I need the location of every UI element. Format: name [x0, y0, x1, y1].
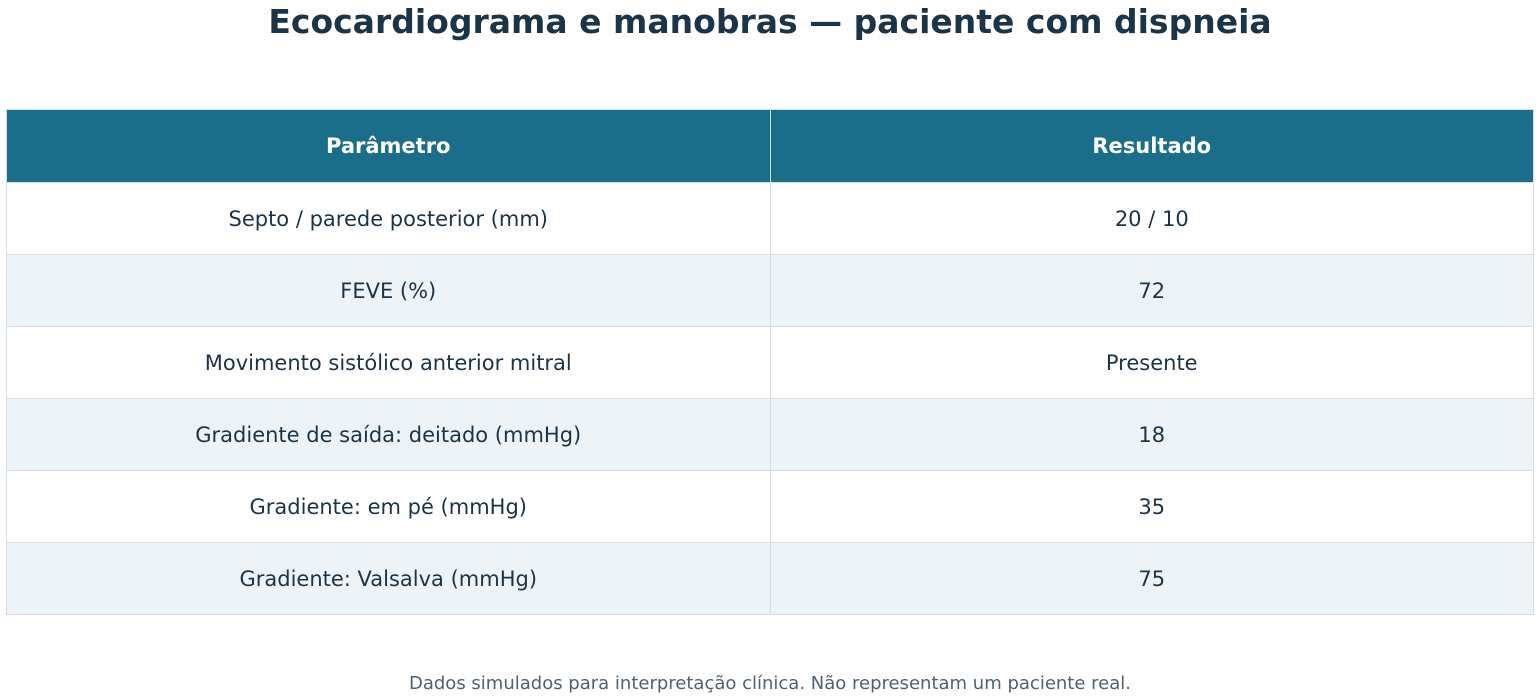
result-cell: 72 [769, 254, 1534, 327]
results-table: Parâmetro Resultado Septo / parede poste… [6, 109, 1534, 615]
table-header-row: Parâmetro Resultado [6, 109, 1534, 183]
parameter-cell: Gradiente: Valsalva (mmHg) [6, 542, 771, 615]
result-cell: 75 [769, 542, 1534, 615]
column-header-parameter: Parâmetro [6, 109, 771, 183]
table-row: Gradiente: Valsalva (mmHg) 75 [6, 542, 1534, 615]
table-row: Septo / parede posterior (mm) 20 / 10 [6, 182, 1534, 255]
result-cell: 18 [769, 398, 1534, 471]
footnote: Dados simulados para interpretação clíni… [408, 673, 1131, 694]
table-row: Gradiente de saída: deitado (mmHg) 18 [6, 398, 1534, 471]
parameter-cell: Gradiente: em pé (mmHg) [6, 470, 771, 543]
parameter-cell: Gradiente de saída: deitado (mmHg) [6, 398, 771, 471]
results-table-container: Parâmetro Resultado Septo / parede poste… [6, 109, 1534, 615]
parameter-cell: Movimento sistólico anterior mitral [6, 326, 771, 399]
result-cell: Presente [769, 326, 1534, 399]
parameter-cell: Septo / parede posterior (mm) [6, 182, 771, 255]
table-row: Gradiente: em pé (mmHg) 35 [6, 470, 1534, 543]
result-cell: 20 / 10 [769, 182, 1534, 255]
column-header-result: Resultado [769, 109, 1534, 183]
page-title: Ecocardiograma e manobras — paciente com… [268, 2, 1272, 41]
result-cell: 35 [769, 470, 1534, 543]
table-row: FEVE (%) 72 [6, 254, 1534, 327]
parameter-cell: FEVE (%) [6, 254, 771, 327]
table-row: Movimento sistólico anterior mitral Pres… [6, 326, 1534, 399]
